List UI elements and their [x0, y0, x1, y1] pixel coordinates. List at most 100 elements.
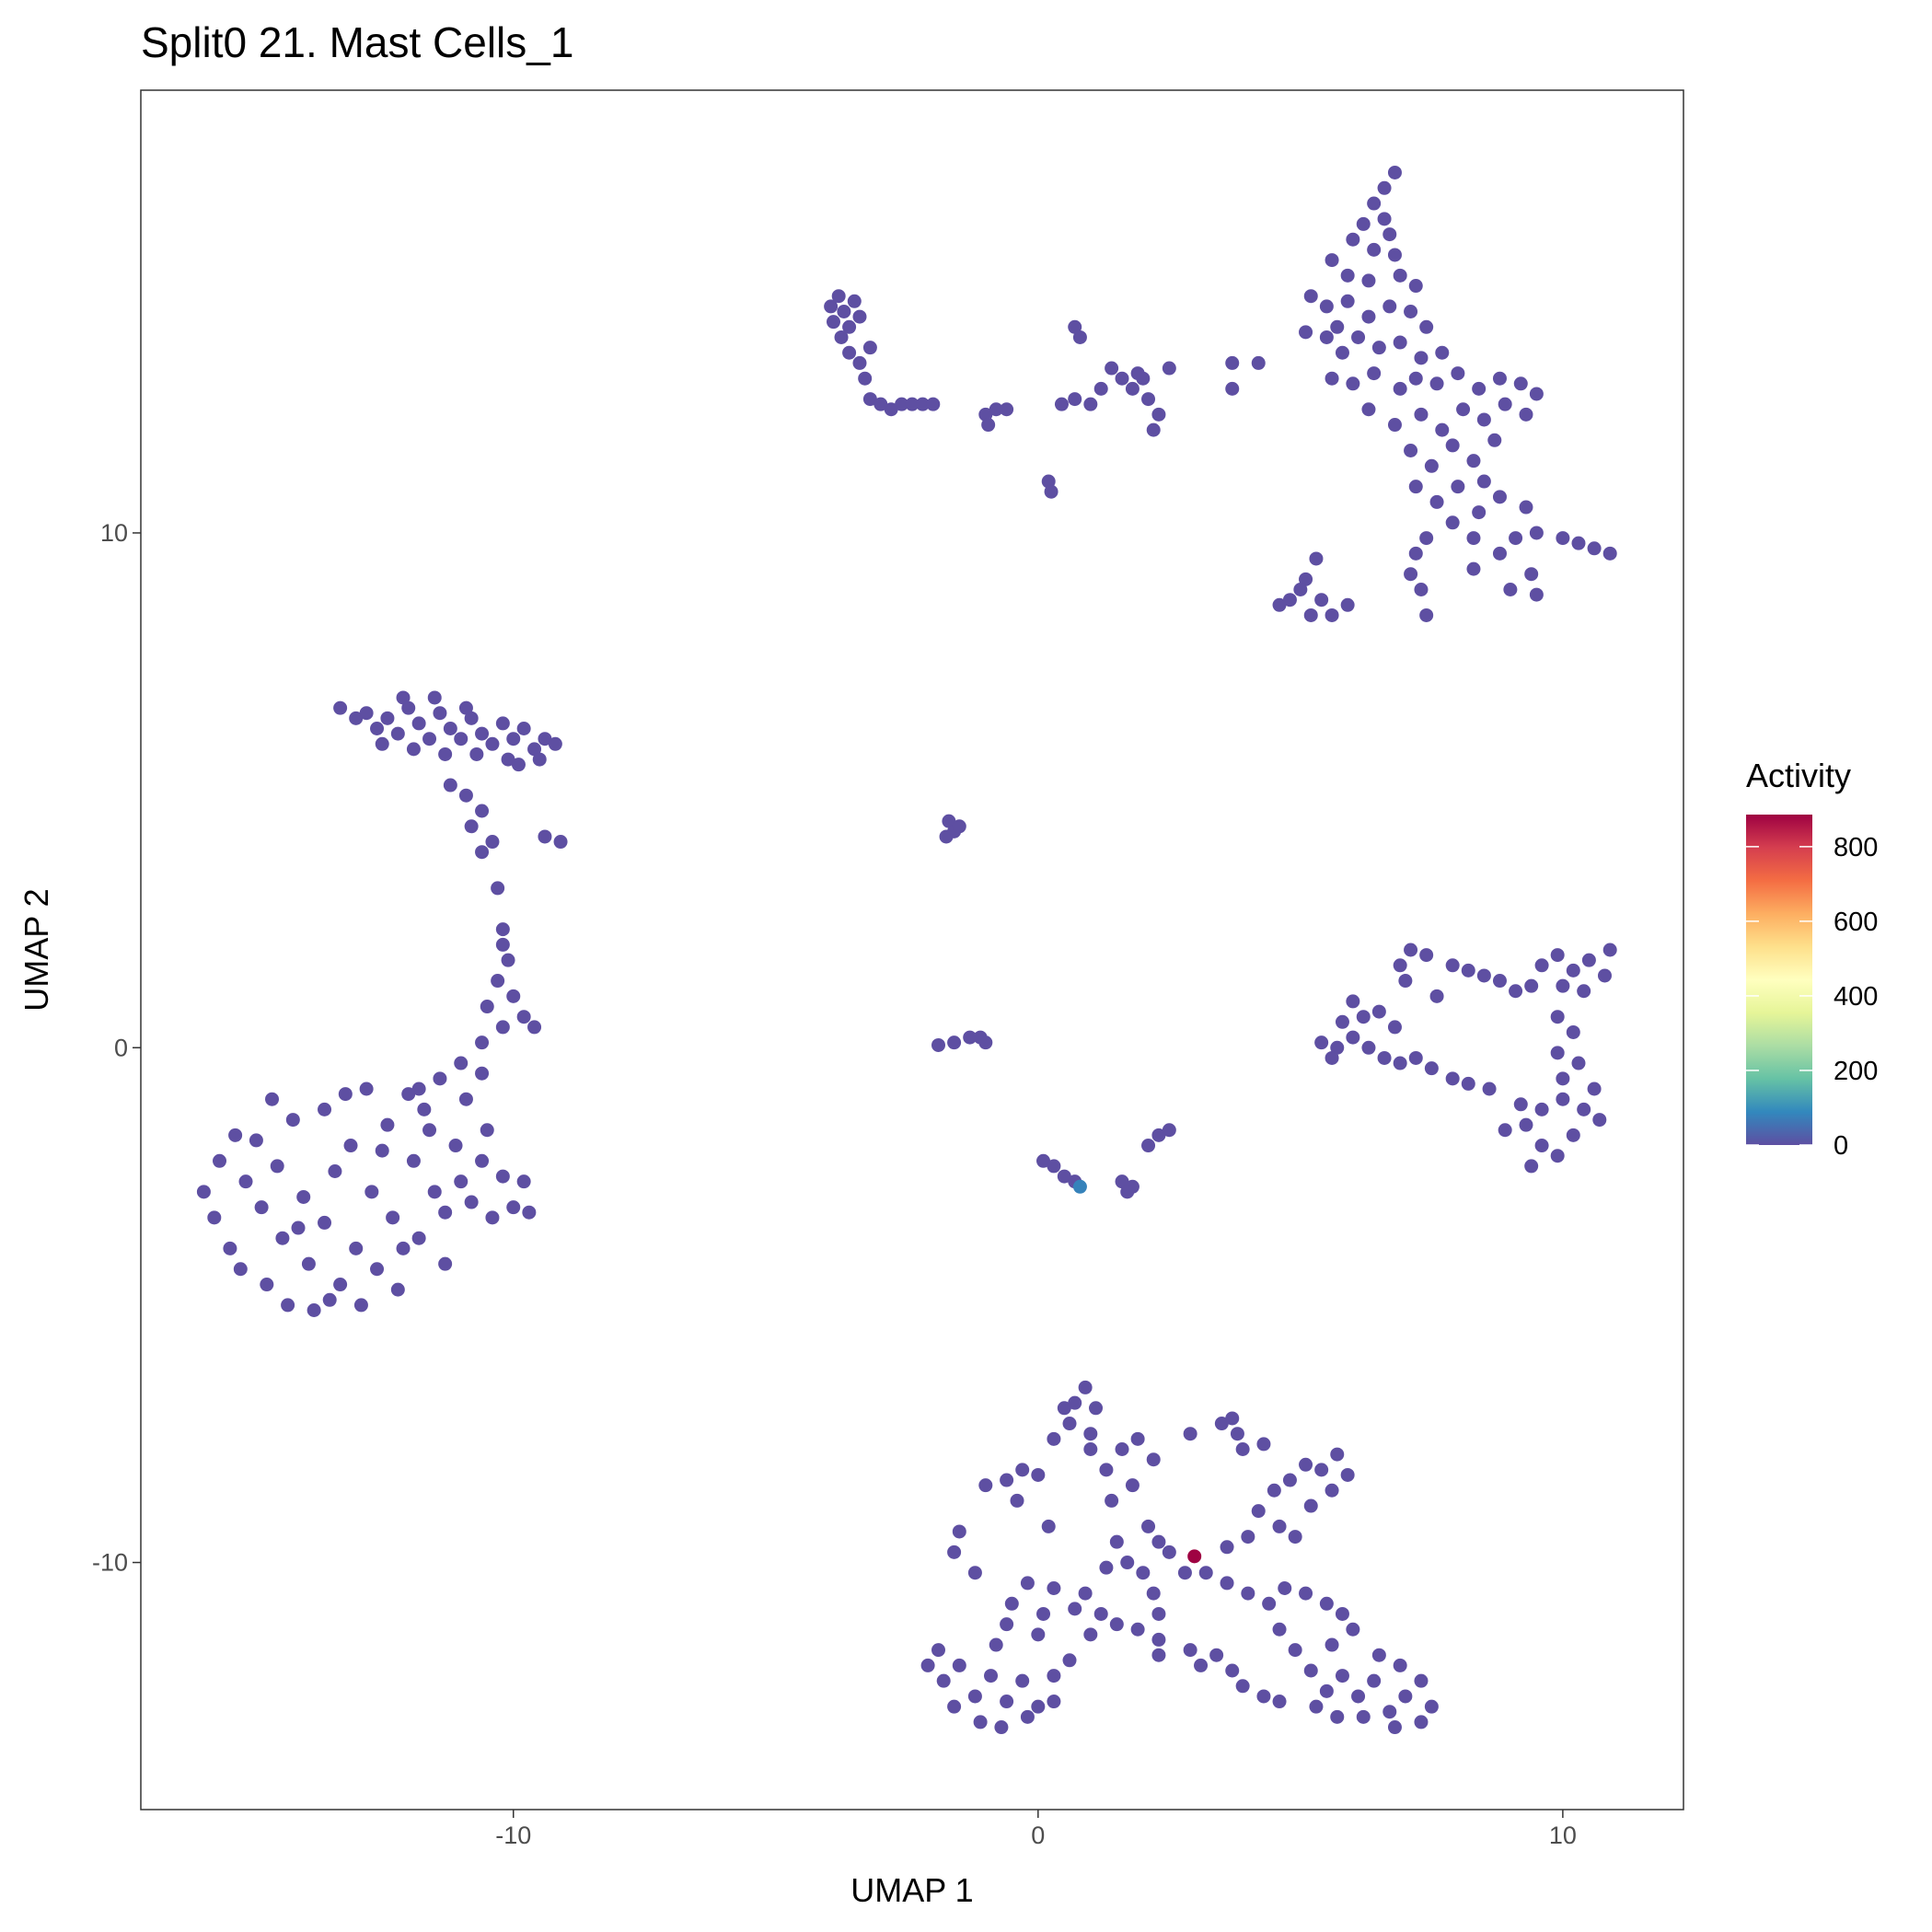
cell-point — [516, 1174, 531, 1189]
cell-point — [1335, 1669, 1349, 1683]
cell-point — [516, 722, 531, 736]
cell-point — [275, 1231, 290, 1245]
cell-point — [1387, 418, 1402, 433]
cell-point — [1566, 963, 1580, 978]
cell-point — [1089, 1401, 1104, 1416]
cell-point — [1235, 1442, 1250, 1457]
cell-point — [538, 829, 552, 844]
cell-point — [1293, 583, 1308, 597]
cell-point — [1020, 1709, 1035, 1724]
cell-point — [1220, 1576, 1234, 1591]
cell-point — [1288, 1530, 1302, 1544]
cell-point — [842, 319, 857, 334]
cell-point — [1566, 1024, 1580, 1039]
cell-point — [285, 1113, 300, 1128]
cell-point — [1319, 1683, 1334, 1698]
y-tick-label: 0 — [114, 1034, 128, 1061]
cell-point — [1036, 1153, 1051, 1168]
cell-point — [491, 974, 505, 989]
cell-point — [947, 1699, 962, 1714]
cell-point — [1220, 1540, 1234, 1555]
cell-point — [1330, 319, 1345, 334]
cell-point — [1314, 1463, 1329, 1477]
cell-point — [1476, 412, 1491, 427]
cell-point — [1251, 355, 1266, 370]
cell-point — [1151, 1632, 1166, 1647]
cell-point — [1068, 392, 1082, 407]
cell-point — [1382, 299, 1397, 314]
cell-point — [213, 1153, 227, 1168]
cell-point — [1472, 505, 1487, 520]
cell-point — [469, 746, 484, 761]
cell-point — [1393, 958, 1407, 973]
cell-point — [511, 758, 526, 772]
legend: Activity 0 200 400 600 800 — [1746, 757, 1878, 1161]
cell-point — [1031, 1699, 1046, 1714]
cell-point — [1083, 397, 1098, 411]
cell-point — [936, 1673, 951, 1688]
cell-point — [1000, 402, 1014, 417]
cell-point — [1303, 1498, 1318, 1513]
cell-point — [1424, 458, 1439, 473]
cell-point — [401, 700, 416, 715]
colorbar-label: 800 — [1834, 833, 1878, 862]
cell-point — [1566, 1128, 1580, 1142]
cell-point — [1146, 422, 1161, 437]
cell-point — [847, 294, 862, 308]
cell-point — [1214, 1417, 1229, 1431]
cell-point — [1303, 607, 1318, 622]
cell-point — [1272, 1695, 1287, 1709]
colorbar-label: 0 — [1834, 1131, 1848, 1161]
cell-point — [438, 746, 453, 761]
cell-point — [1424, 1699, 1439, 1714]
cell-point — [1382, 1705, 1397, 1719]
cell-point — [375, 736, 389, 751]
cell-point — [1309, 1699, 1324, 1714]
cell-point — [1130, 1431, 1145, 1446]
cell-point — [1577, 984, 1591, 999]
cell-point — [1482, 1082, 1497, 1096]
cell-point — [1445, 515, 1460, 530]
cell-point — [485, 736, 500, 751]
cell-point — [1404, 567, 1418, 582]
cell-point — [1078, 1380, 1093, 1394]
cell-point — [501, 752, 515, 767]
cell-point — [1371, 341, 1386, 355]
cell-point — [1319, 330, 1334, 344]
y-tick-label: 10 — [100, 519, 128, 547]
cell-point — [1351, 330, 1366, 344]
cell-point — [1356, 1709, 1371, 1724]
cell-point — [1335, 1606, 1349, 1621]
panel-border — [140, 89, 1684, 1811]
cell-point — [401, 1087, 416, 1102]
cell-point — [1125, 381, 1140, 396]
cell-point — [475, 726, 490, 741]
cell-point — [1476, 474, 1491, 489]
cell-point — [1492, 546, 1507, 561]
cell-point — [396, 690, 411, 705]
cell-point — [1288, 1643, 1302, 1658]
colorbar-ticks: 0 200 400 600 800 — [1746, 833, 1878, 1161]
cell-point — [834, 330, 849, 344]
cell-point — [1456, 402, 1471, 417]
cell-point — [1435, 422, 1450, 437]
cell-point — [858, 371, 873, 386]
cell-point — [1303, 289, 1318, 304]
cell-point — [1371, 1004, 1386, 1019]
cell-point — [322, 1292, 337, 1307]
cell-point — [1251, 1504, 1266, 1519]
cell-point — [516, 1010, 531, 1024]
cell-point — [1256, 1689, 1271, 1704]
cell-point — [1115, 1442, 1129, 1457]
cell-point — [1534, 1139, 1549, 1153]
cell-point — [1367, 196, 1382, 211]
cell-point — [380, 711, 395, 725]
cell-point — [1031, 1467, 1046, 1482]
cell-point — [1351, 1689, 1366, 1704]
cell-point — [1577, 1102, 1591, 1116]
cell-point — [406, 1153, 421, 1168]
cell-point — [1509, 531, 1523, 546]
cell-point — [396, 1241, 411, 1255]
cell-point — [1272, 1519, 1287, 1533]
